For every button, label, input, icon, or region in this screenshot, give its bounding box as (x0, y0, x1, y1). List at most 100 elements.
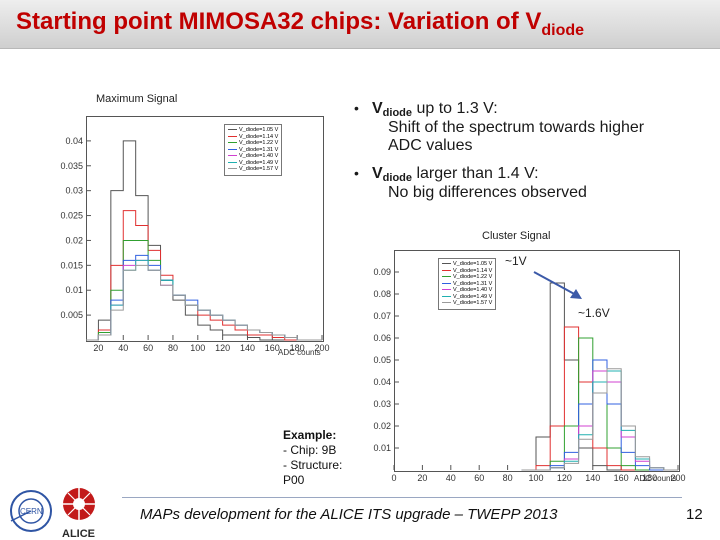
x-tick-label: 40 (446, 473, 456, 483)
v-subscript: diode (382, 107, 413, 119)
y-tick-label: 0.035 (60, 161, 83, 171)
chart-title: Maximum Signal (96, 93, 178, 105)
legend-item: V_diode=1.49 V (228, 160, 278, 167)
legend-item: V_diode=1.22 V (228, 140, 278, 147)
legend-item: V_diode=1.31 V (442, 281, 492, 288)
legend-label: V_diode=1.57 V (239, 166, 279, 172)
shift-arrow-icon (533, 271, 582, 299)
legend-item: V_diode=1.40 V (228, 153, 278, 160)
legend-swatch (228, 129, 237, 131)
series-line-7 (521, 368, 678, 471)
y-tick-label: 0.04 (373, 377, 391, 387)
cluster-signal-svg: 0.09 0.08 0.07 0.06 0.05 0.04 0.03 0.02 0.01 0 20 4… (373, 267, 685, 483)
legend-label: V_diode=1.05 V (239, 127, 279, 133)
bullet-detail: Shift of the spectrum towards higher (388, 119, 645, 136)
series-line-2 (521, 326, 678, 471)
plot-frame (394, 250, 680, 472)
x-tick-label: 140 (585, 473, 600, 483)
series-line-5 (521, 370, 678, 471)
x-tick-label: 0 (391, 473, 396, 483)
y-tick-label: 0.02 (65, 235, 83, 245)
legend-label: V_diode=1.31 V (239, 146, 279, 153)
bullet-heading: Vdiode larger than 1.4 V: (372, 165, 710, 184)
bullet-item: • Vdiode larger than 1.4 V: No big diffe… (350, 165, 710, 202)
legend-swatch (228, 168, 237, 170)
maximum-signal-chart: Maximum Signal 0.04 0.035 0.03 0.025 0.02 0.0… (54, 88, 330, 360)
example-box: Example: - Chip: 9B - Structure: P00 (283, 428, 359, 488)
v-subscript: diode (382, 172, 413, 184)
bullet-dot: • (354, 100, 359, 116)
y-tick-label: 0.015 (60, 260, 83, 270)
x-tick-label: 120 (557, 473, 572, 483)
slide-title-sub: diode (541, 22, 585, 39)
legend-item: V_diode=1.22 V (442, 274, 492, 281)
y-tick-label: 0.025 (60, 211, 83, 221)
x-tick-label: 200 (314, 343, 329, 353)
bullet-detail: ADC values (388, 137, 473, 154)
legend-swatch (442, 282, 451, 284)
x-tick-label: 40 (118, 343, 128, 353)
x-tick-label: 100 (528, 473, 543, 483)
legend-item: V_diode=1.05 V (228, 127, 278, 134)
bullet-item: • Vdiode up to 1.3 V: Shift of the spect… (350, 100, 710, 155)
legend-label: V_diode=1.40 V (453, 287, 493, 293)
x-tick-label: 60 (143, 343, 153, 353)
example-line: - Structure: (283, 458, 343, 472)
legend-swatch (442, 295, 451, 297)
bullet-heading: Vdiode up to 1.3 V: (372, 100, 710, 119)
legend-label: V_diode=1.31 V (453, 280, 493, 287)
legend-swatch (228, 135, 237, 137)
legend-item: V_diode=1.40 V (442, 287, 492, 294)
legend-swatch (228, 142, 237, 144)
legend-label: V_diode=1.40 V (239, 153, 279, 159)
y-tick-label: 0.07 (373, 311, 391, 321)
example-line: P00 (283, 473, 305, 487)
y-tick-label: 0.03 (65, 186, 83, 196)
x-tick-label: 160 (614, 473, 629, 483)
legend-swatch (442, 289, 451, 291)
legend-item: V_diode=1.14 V (442, 268, 492, 275)
series-line-6 (521, 370, 678, 471)
legend-swatch (442, 276, 451, 278)
legend-label: V_diode=1.22 V (453, 274, 493, 280)
footer-text: MAPs development for the ALICE ITS upgra… (140, 506, 558, 523)
example-line: - Chip: 9B (283, 443, 337, 457)
annotation-low-voltage: ~1V (505, 254, 527, 268)
legend: V_diode=1.05 V V_diode=1.14 V V_diode=1.22… (438, 258, 497, 310)
example-heading: Example: (283, 428, 337, 442)
cluster-signal-chart: Cluster Signal 0.09 0.08 0.07 0.06 0.05 0.04 0… (362, 222, 686, 488)
legend-swatch (442, 269, 451, 271)
series-line-2 (86, 210, 322, 341)
x-tick-label: 100 (190, 343, 205, 353)
x-tick-label: 80 (168, 343, 178, 353)
legend-item: V_diode=1.14 V (228, 134, 278, 141)
plot-frame (86, 116, 324, 342)
maximum-signal-svg: 0.04 0.035 0.03 0.025 0.02 0.015 0.01 0.005 20 40… (60, 136, 329, 353)
chart-title: Cluster Signal (482, 230, 551, 242)
legend-label: V_diode=1.22 V (239, 140, 279, 146)
v-symbol: V (372, 165, 383, 182)
slide-title: Starting point MIMOSA32 chips: Variation… (16, 8, 584, 40)
legend-item: V_diode=1.57 V (228, 166, 278, 173)
legend-swatch (442, 302, 451, 304)
x-axis-label: ADC counts (278, 348, 321, 357)
series-line-4 (86, 254, 322, 341)
x-tick-label: 60 (474, 473, 484, 483)
legend-label: V_diode=1.49 V (239, 159, 279, 166)
legend-item: V_diode=1.49 V (442, 294, 492, 301)
cern-logo: CERN (10, 490, 52, 532)
x-tick-label: 180 (642, 473, 657, 483)
y-tick-label: 0.04 (65, 136, 83, 146)
legend-item: V_diode=1.57 V (442, 300, 492, 307)
y-tick-label: 0.06 (373, 333, 391, 343)
alice-logo: ALICE (62, 488, 95, 540)
x-tick-label: 20 (93, 343, 103, 353)
y-tick-label: 0.005 (60, 310, 83, 320)
y-tick-label: 0.08 (373, 289, 391, 299)
y-tick-label: 0.01 (65, 285, 83, 295)
x-tick-label: 140 (240, 343, 255, 353)
series-line-4 (521, 359, 678, 471)
annotation-high-voltage: ~1.6V (578, 306, 610, 320)
y-tick-label: 0.02 (373, 421, 391, 431)
legend-swatch (228, 161, 237, 163)
